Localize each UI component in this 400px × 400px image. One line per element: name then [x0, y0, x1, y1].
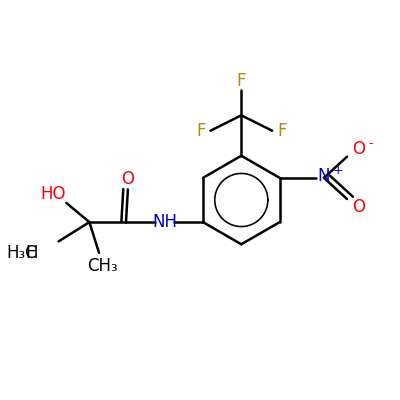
Text: H: H — [25, 244, 38, 262]
Text: H₃C: H₃C — [7, 244, 38, 262]
Text: O: O — [352, 198, 365, 216]
Text: F: F — [236, 72, 246, 90]
Text: -: - — [368, 137, 373, 150]
Text: O: O — [352, 140, 365, 158]
Text: F: F — [196, 122, 206, 140]
Text: O: O — [122, 170, 134, 188]
Text: CH₃: CH₃ — [88, 257, 118, 275]
Text: N: N — [318, 167, 330, 185]
Text: NH: NH — [152, 213, 177, 231]
Text: F: F — [277, 122, 286, 140]
Text: HO: HO — [40, 186, 66, 204]
Text: +: + — [332, 164, 343, 177]
